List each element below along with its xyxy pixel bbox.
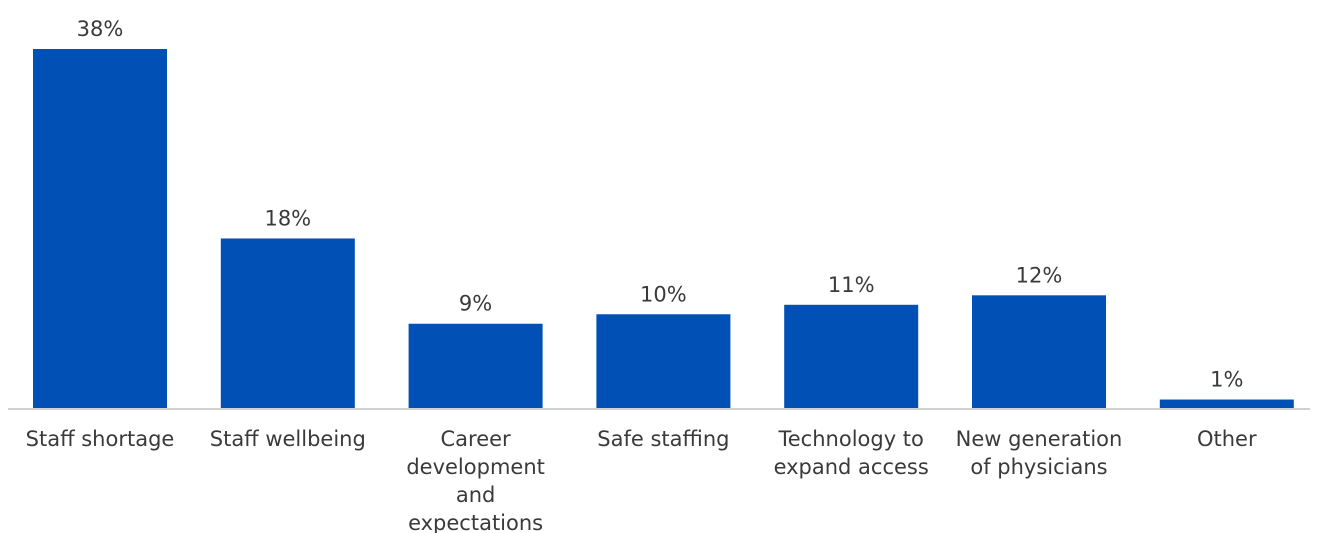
category-label: Career development and expectations bbox=[406, 427, 545, 533]
category-label-line: New generation bbox=[956, 427, 1123, 451]
bars-group bbox=[33, 49, 1294, 409]
value-label: 38% bbox=[77, 17, 124, 41]
value-label: 1% bbox=[1210, 368, 1243, 392]
category-label-line: expectations bbox=[408, 511, 543, 533]
category-label: New generation of physicians bbox=[956, 427, 1123, 479]
bar bbox=[972, 295, 1106, 409]
value-label: 18% bbox=[264, 206, 311, 230]
category-label: Staff shortage bbox=[26, 427, 175, 451]
category-label: Other bbox=[1197, 427, 1257, 451]
bar bbox=[220, 238, 355, 409]
category-labels-group: Staff shortage Staff wellbeing Career devel… bbox=[26, 427, 1257, 533]
category-label-line: development bbox=[406, 455, 545, 479]
category-label-line: Career bbox=[441, 427, 512, 451]
category-label-line: expand access bbox=[774, 455, 929, 479]
bar bbox=[1159, 399, 1294, 409]
bar bbox=[33, 49, 167, 409]
category-label: Safe staffing bbox=[597, 427, 729, 451]
category-label-line: and bbox=[456, 483, 496, 507]
category-label: Technology to expand access bbox=[774, 427, 929, 479]
category-label-line: Technology to bbox=[778, 427, 924, 451]
value-label: 9% bbox=[459, 292, 492, 316]
bar bbox=[596, 314, 731, 409]
value-label: 11% bbox=[828, 273, 875, 297]
value-label: 10% bbox=[640, 282, 687, 306]
value-label: 12% bbox=[1016, 263, 1063, 287]
value-labels-group: 38% 18% 9% 10% 11% 12% 1% bbox=[77, 17, 1244, 392]
category-label: Staff wellbeing bbox=[210, 427, 366, 451]
category-label-line: Staff shortage bbox=[26, 427, 175, 451]
bar bbox=[408, 323, 543, 409]
category-label-line: Staff wellbeing bbox=[210, 427, 366, 451]
bar bbox=[784, 304, 919, 409]
category-label-line: Safe staffing bbox=[597, 427, 729, 451]
category-label-line: of physicians bbox=[970, 455, 1107, 479]
category-label-line: Other bbox=[1197, 427, 1257, 451]
